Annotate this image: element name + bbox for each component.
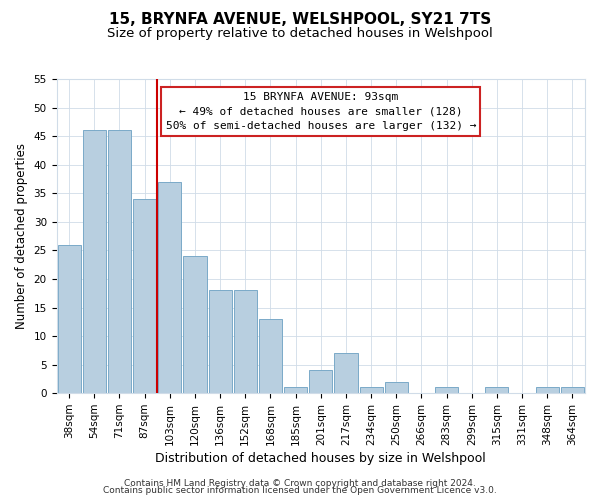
Bar [359, 388, 383, 393]
Bar [284, 388, 307, 393]
Text: 15, BRYNFA AVENUE, WELSHPOOL, SY21 7TS: 15, BRYNFA AVENUE, WELSHPOOL, SY21 7TS [109, 12, 491, 28]
Bar [233, 290, 257, 393]
Bar [209, 290, 232, 393]
Text: Contains public sector information licensed under the Open Government Licence v3: Contains public sector information licen… [103, 486, 497, 495]
Bar [184, 256, 206, 393]
Bar [58, 244, 80, 393]
Bar [485, 388, 508, 393]
Text: 15 BRYNFA AVENUE: 93sqm
← 49% of detached houses are smaller (128)
50% of semi-d: 15 BRYNFA AVENUE: 93sqm ← 49% of detache… [166, 92, 476, 131]
Bar [334, 353, 358, 393]
Bar [108, 130, 131, 393]
Text: Size of property relative to detached houses in Welshpool: Size of property relative to detached ho… [107, 28, 493, 40]
X-axis label: Distribution of detached houses by size in Welshpool: Distribution of detached houses by size … [155, 452, 486, 465]
Bar [561, 388, 584, 393]
Y-axis label: Number of detached properties: Number of detached properties [15, 143, 28, 329]
Bar [385, 382, 408, 393]
Bar [309, 370, 332, 393]
Text: Contains HM Land Registry data © Crown copyright and database right 2024.: Contains HM Land Registry data © Crown c… [124, 478, 476, 488]
Bar [158, 182, 181, 393]
Bar [536, 388, 559, 393]
Bar [435, 388, 458, 393]
Bar [83, 130, 106, 393]
Bar [133, 199, 156, 393]
Bar [259, 319, 282, 393]
